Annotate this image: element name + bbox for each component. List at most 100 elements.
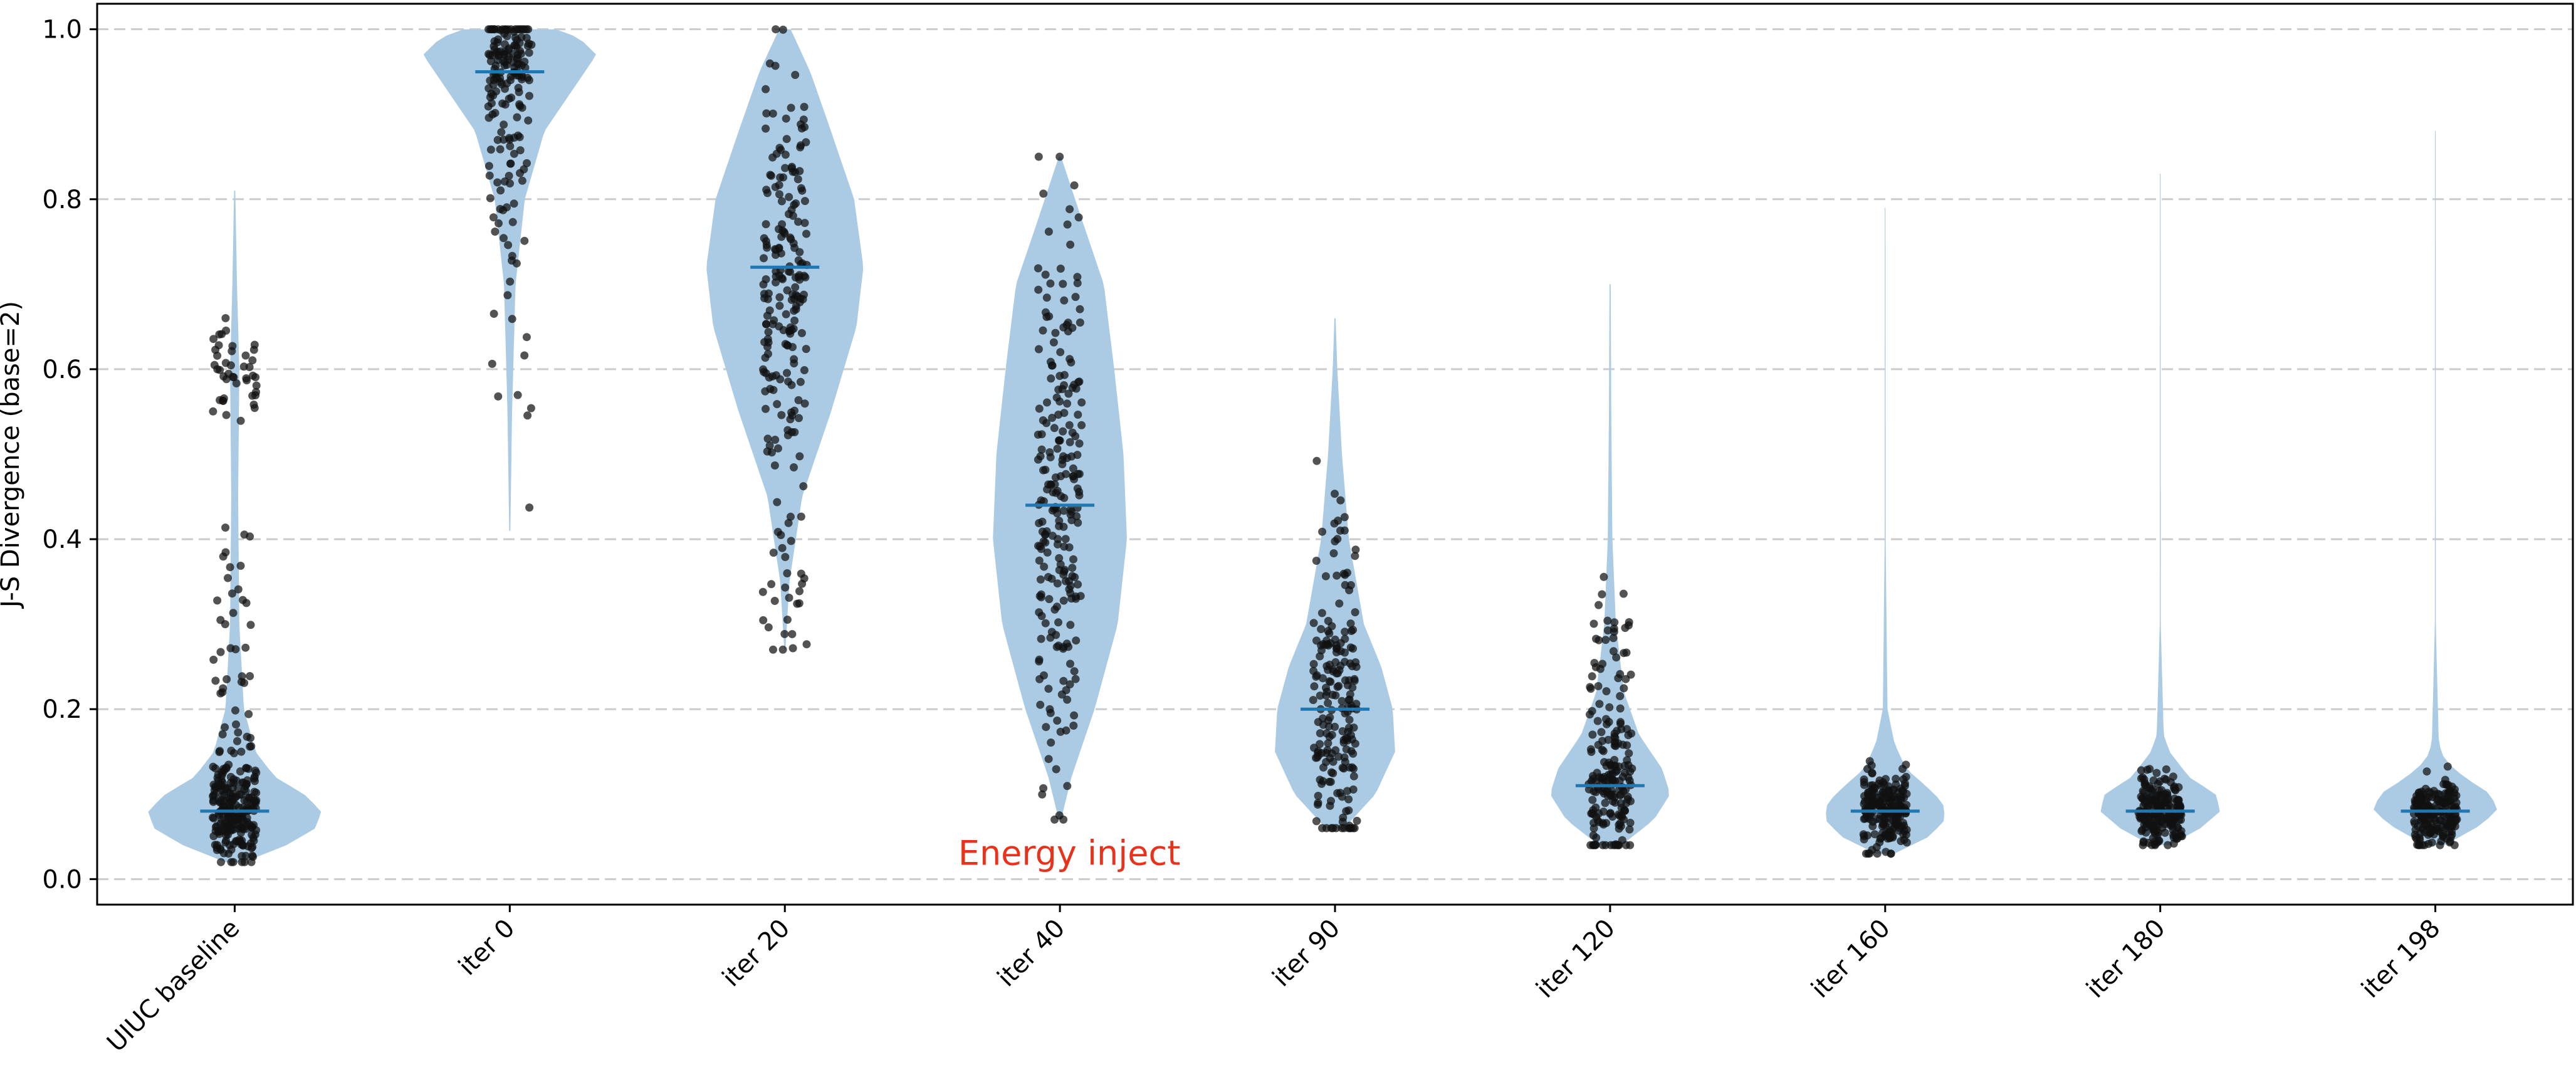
data-point [1326,713,1334,722]
data-point [1605,718,1613,727]
data-point [1055,517,1064,525]
data-point [761,387,770,396]
data-point [1071,592,1080,601]
data-point [1314,751,1322,760]
data-point [787,428,796,436]
data-point [1034,430,1042,439]
data-point [1616,704,1625,713]
data-point [518,176,526,185]
data-point [213,365,222,374]
data-point [226,563,234,572]
data-point [237,791,246,799]
data-point [222,326,231,335]
data-point [2137,774,2145,783]
point-group [758,25,811,654]
data-point [516,102,525,110]
data-point [800,366,809,374]
data-point [1065,680,1074,689]
data-point [787,537,795,545]
data-point [762,186,771,194]
data-point [209,814,218,822]
data-point [1351,552,1359,560]
data-point [1044,685,1053,693]
data-point [1888,786,1897,794]
data-point [1063,220,1072,229]
data-point [1340,513,1349,522]
data-point [797,120,805,129]
violins [148,29,2497,863]
data-point [1318,527,1327,536]
x-tick-label: iter 160 [1806,914,1895,1004]
violin-body [1551,284,1669,846]
data-point [490,25,499,34]
data-point [1044,755,1053,764]
data-point [2417,787,2426,796]
data-point [515,133,524,142]
data-point [1601,841,1610,849]
data-point [1066,240,1075,249]
data-point [1312,672,1321,681]
data-point [765,306,774,315]
data-point [1592,833,1601,842]
data-point [787,206,796,214]
data-point [1341,734,1350,743]
data-point [2156,811,2165,820]
y-tick-label: 0.8 [42,186,82,214]
data-point [2451,785,2459,794]
data-point [497,128,506,137]
data-point [764,338,773,347]
data-point [1897,837,1905,846]
data-point [231,706,239,715]
annotation-energy-inject: Energy inject [958,834,1181,873]
data-point [769,386,778,394]
data-point [800,219,809,228]
data-point [493,178,502,187]
data-point [1072,636,1081,645]
data-point [783,569,792,577]
data-point [759,365,768,374]
data-point [235,835,244,844]
data-point [1624,731,1633,740]
data-point [1035,675,1044,683]
data-point [223,796,231,805]
data-point [506,142,515,150]
data-point [1593,816,1602,825]
data-point [1316,691,1324,700]
data-point [1310,682,1319,691]
data-point [781,583,790,592]
data-point [1625,618,1633,626]
data-point [1312,456,1321,465]
data-point [762,241,771,250]
data-point [1603,616,1612,625]
data-point [249,836,258,845]
data-point [800,271,809,280]
data-point [2436,816,2445,825]
data-point [491,108,500,117]
data-point [223,828,231,837]
data-point [1035,655,1044,664]
data-point [221,314,230,322]
data-point [2155,820,2164,829]
data-point [1076,305,1084,313]
point-group [484,25,536,512]
data-point [1324,699,1333,707]
data-point [220,766,229,775]
data-point [1067,452,1076,461]
x-tick-label: iter 40 [992,914,1071,992]
data-point [2137,766,2145,775]
data-point [1611,798,1620,807]
data-point [503,203,511,212]
data-point [243,776,252,785]
data-point [779,326,788,335]
data-point [2160,790,2169,799]
data-point [1609,647,1618,656]
data-point [1594,601,1603,609]
data-point [248,851,257,860]
data-point [1615,762,1623,771]
data-point [769,549,778,557]
data-point [1034,285,1043,294]
data-point [1072,512,1081,520]
data-point [1073,279,1082,288]
data-point [1317,625,1326,633]
data-point [767,171,775,180]
